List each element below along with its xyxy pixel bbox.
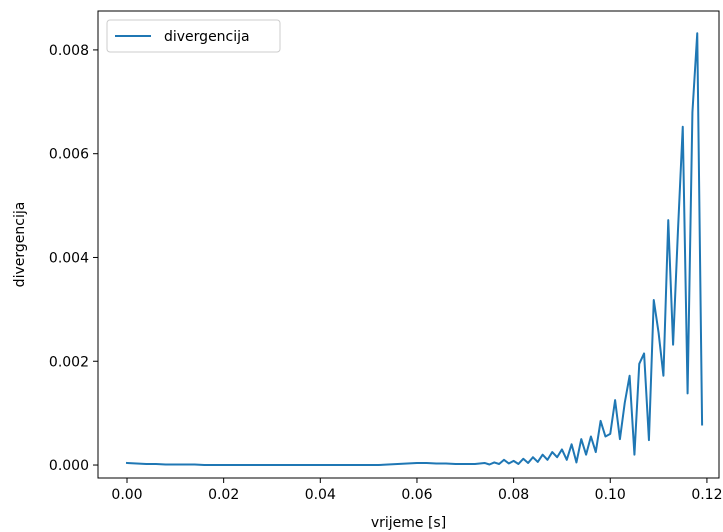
y-tick-label: 0.000 <box>49 458 89 474</box>
x-tick-label: 0.06 <box>401 487 432 503</box>
y-axis: 0.000 0.002 0.004 0.006 0.008 <box>49 43 98 474</box>
x-tick-label: 0.10 <box>595 487 626 503</box>
axes-frame <box>97 10 720 479</box>
x-tick-label: 0.00 <box>111 487 142 503</box>
y-tick-label: 0.004 <box>49 250 89 266</box>
y-tick-label: 0.008 <box>49 43 89 59</box>
y-tick-label: 0.006 <box>49 147 89 163</box>
legend-box <box>106 19 281 53</box>
x-axis-label: vrijeme [s] <box>371 515 446 531</box>
x-tick-label: 0.12 <box>691 487 722 503</box>
x-tick-label: 0.02 <box>208 487 239 503</box>
legend-entry-divergencija: divergencija <box>164 29 250 45</box>
y-tick-label: 0.002 <box>49 354 89 370</box>
plot-area <box>97 10 720 479</box>
x-tick-label: 0.04 <box>305 487 336 503</box>
series-line-divergencija <box>125 32 704 467</box>
y-axis-label: divergencija <box>12 202 28 288</box>
x-tick-label: 0.08 <box>498 487 529 503</box>
legend: divergencija <box>106 19 281 53</box>
x-axis: 0.00 0.02 0.04 0.06 0.08 0.10 0.12 <box>111 478 723 503</box>
